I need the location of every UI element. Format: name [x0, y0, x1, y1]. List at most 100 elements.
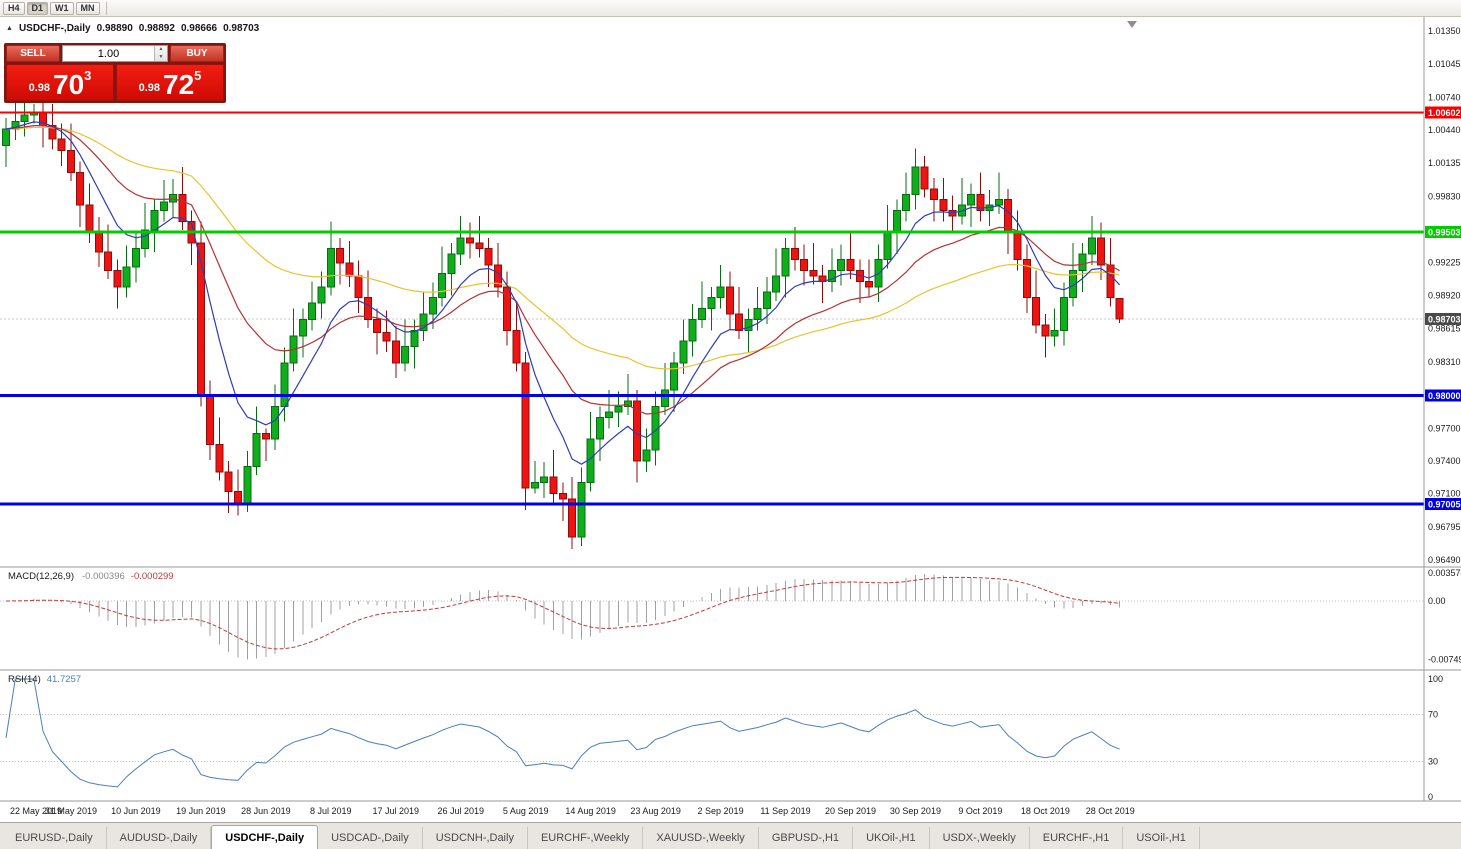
date-label: 18 Oct 2019: [1021, 806, 1070, 816]
candle-body: [206, 395, 215, 446]
price-axis-label: 0.97700: [1428, 423, 1461, 433]
timeframe-button-d1[interactable]: D1: [26, 1, 49, 15]
candle-body: [308, 302, 317, 320]
candle-body: [1050, 329, 1059, 337]
candle-body: [141, 229, 150, 250]
candle-body: [837, 259, 846, 271]
sell-price-button[interactable]: 0.98 70 3: [6, 64, 114, 101]
ohlc-close: 0.98703: [223, 23, 260, 34]
candle-body: [930, 188, 938, 201]
candle-body: [122, 266, 131, 288]
candle-body: [261, 433, 270, 440]
sell-price-big: 70: [53, 69, 85, 100]
volume-down-icon[interactable]: ▼: [158, 53, 164, 60]
date-label: 23 Aug 2019: [630, 806, 681, 816]
candle-body: [410, 329, 419, 348]
buy-price-pip: 5: [194, 68, 202, 83]
price-tag-level-0-text: 1.00602: [1428, 108, 1461, 118]
candle-body: [1097, 237, 1106, 266]
candle-body: [1078, 253, 1087, 271]
chart-tab-audusd-daily[interactable]: AUDUSD-,Daily: [107, 827, 212, 849]
one-click-trading-panel: SELL 1.00 ▲ ▼ BUY 0.98 70 3 0.98: [4, 43, 226, 103]
candle-body: [1115, 298, 1124, 320]
candle-body: [577, 482, 586, 538]
candle-body: [512, 329, 521, 364]
chart-tab-usoil-h1[interactable]: USOil-,H1: [1123, 827, 1200, 849]
price-axis[interactable]: 1.01350 1.01045 1.00740 1.00440 1.00135 0.998…: [1423, 17, 1461, 802]
chart-tab-gbpusd-h1[interactable]: GBPUSD-,H1: [759, 827, 854, 849]
candle-body: [94, 231, 103, 253]
chart-tab-usdcad-daily[interactable]: USDCAD-,Daily: [318, 827, 423, 849]
volume-field[interactable]: 1.00 ▲ ▼: [62, 45, 168, 62]
candle-body: [466, 237, 474, 244]
chart-tab-eurchf-weekly[interactable]: EURCHF-,Weekly: [528, 827, 644, 849]
candle-body: [401, 346, 410, 364]
symbol-period-label: USDCHF-,Daily: [18, 23, 91, 34]
candle-body: [428, 297, 437, 315]
candle-body: [892, 210, 901, 233]
price-axis-label: 0.98615: [1428, 324, 1461, 334]
candle-body: [568, 498, 577, 538]
price-axis-label: 0.98920: [1428, 290, 1461, 300]
candle-body: [438, 273, 447, 299]
candle-body: [530, 482, 539, 489]
date-label: 26 Jul 2019: [437, 806, 484, 816]
candle-body: [827, 269, 836, 282]
one-click-collapse-icon[interactable]: ▲: [6, 25, 13, 32]
timeframe-button-h4[interactable]: H4: [3, 1, 25, 15]
candle-body: [280, 362, 289, 407]
rsi-line: [5, 678, 1120, 788]
candle-body: [20, 114, 29, 122]
price-axis-label: 1.00740: [1428, 92, 1461, 102]
buy-price-button[interactable]: 0.98 72 5: [116, 64, 224, 101]
candle-body: [224, 471, 233, 492]
candle-body: [762, 291, 771, 310]
candle-body: [503, 286, 512, 331]
candle-body: [298, 318, 307, 337]
price-axis-label: 1.00135: [1428, 158, 1461, 168]
candle-body: [753, 308, 762, 320]
price-axis-label: 0.99225: [1428, 257, 1461, 267]
chart-tab-usdchf-daily[interactable]: USDCHF-,Daily: [211, 825, 319, 849]
chart-tab-eurusd-daily[interactable]: EURUSD-,Daily: [2, 827, 107, 849]
chart-tab-usdcnh-daily[interactable]: USDCNH-,Daily: [423, 827, 528, 849]
candle-body: [1059, 297, 1068, 331]
candle-body: [679, 340, 688, 364]
ma-line-45: [5, 126, 1120, 370]
candle-body: [781, 248, 790, 277]
buy-price-prefix: 0.98: [138, 82, 161, 94]
chart-tab-ukoil-h1[interactable]: UKOil-,H1: [853, 827, 930, 849]
price-axis-label: 1.01045: [1428, 59, 1461, 69]
chart-tab-xauusd-weekly[interactable]: XAUUSD-,Weekly: [643, 827, 759, 849]
candle-body: [493, 264, 502, 288]
macd-axis-label: 0.003574: [1428, 568, 1461, 578]
sell-button[interactable]: SELL: [6, 45, 60, 62]
date-label: 11 Sep 2019: [760, 806, 810, 816]
volume-up-icon[interactable]: ▲: [158, 46, 164, 53]
volume-value[interactable]: 1.00: [97, 47, 120, 60]
candle-body: [1041, 324, 1050, 337]
candle-body: [623, 400, 632, 407]
candle-body: [456, 237, 465, 255]
candle-body: [252, 433, 261, 467]
candle-body: [707, 297, 716, 310]
candle-body: [382, 331, 391, 342]
price-axis-label: 0.97400: [1428, 456, 1461, 466]
candle-body: [642, 449, 651, 462]
chart-tab-eurchf-h1[interactable]: EURCHF-,H1: [1030, 827, 1124, 849]
buy-button[interactable]: BUY: [170, 45, 224, 62]
candle-body: [131, 248, 140, 268]
timeframe-button-mn[interactable]: MN: [75, 1, 100, 15]
candle-body: [215, 444, 224, 473]
candle-body: [540, 476, 549, 484]
candle-body: [475, 242, 484, 250]
candle-body: [113, 269, 122, 288]
sell-price-pip: 3: [84, 68, 92, 83]
candle-body: [169, 193, 178, 203]
candle-body: [939, 199, 948, 212]
candle-body: [419, 313, 428, 331]
chart-tab-usdx-weekly[interactable]: USDX-,Weekly: [930, 827, 1030, 849]
timeframe-button-w1[interactable]: W1: [50, 1, 74, 15]
